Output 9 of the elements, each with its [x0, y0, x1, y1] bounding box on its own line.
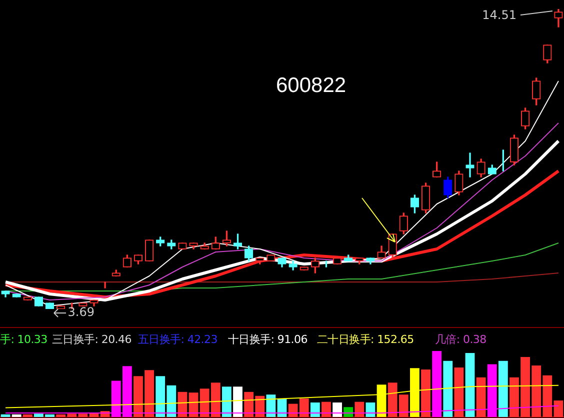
annotation: 14.51	[482, 8, 516, 22]
text: 几倍: 0.38	[435, 332, 486, 347]
text: 600822	[276, 74, 346, 98]
text: 二十日换手: 152.65	[317, 332, 414, 347]
text: 三日换手: 20.46	[52, 332, 132, 347]
text: 十日换手: 91.06	[228, 332, 308, 347]
text: 手: 10.33	[0, 332, 48, 347]
text: 五日换手: 42.23	[138, 332, 218, 347]
annotation: 3.69	[68, 305, 94, 320]
